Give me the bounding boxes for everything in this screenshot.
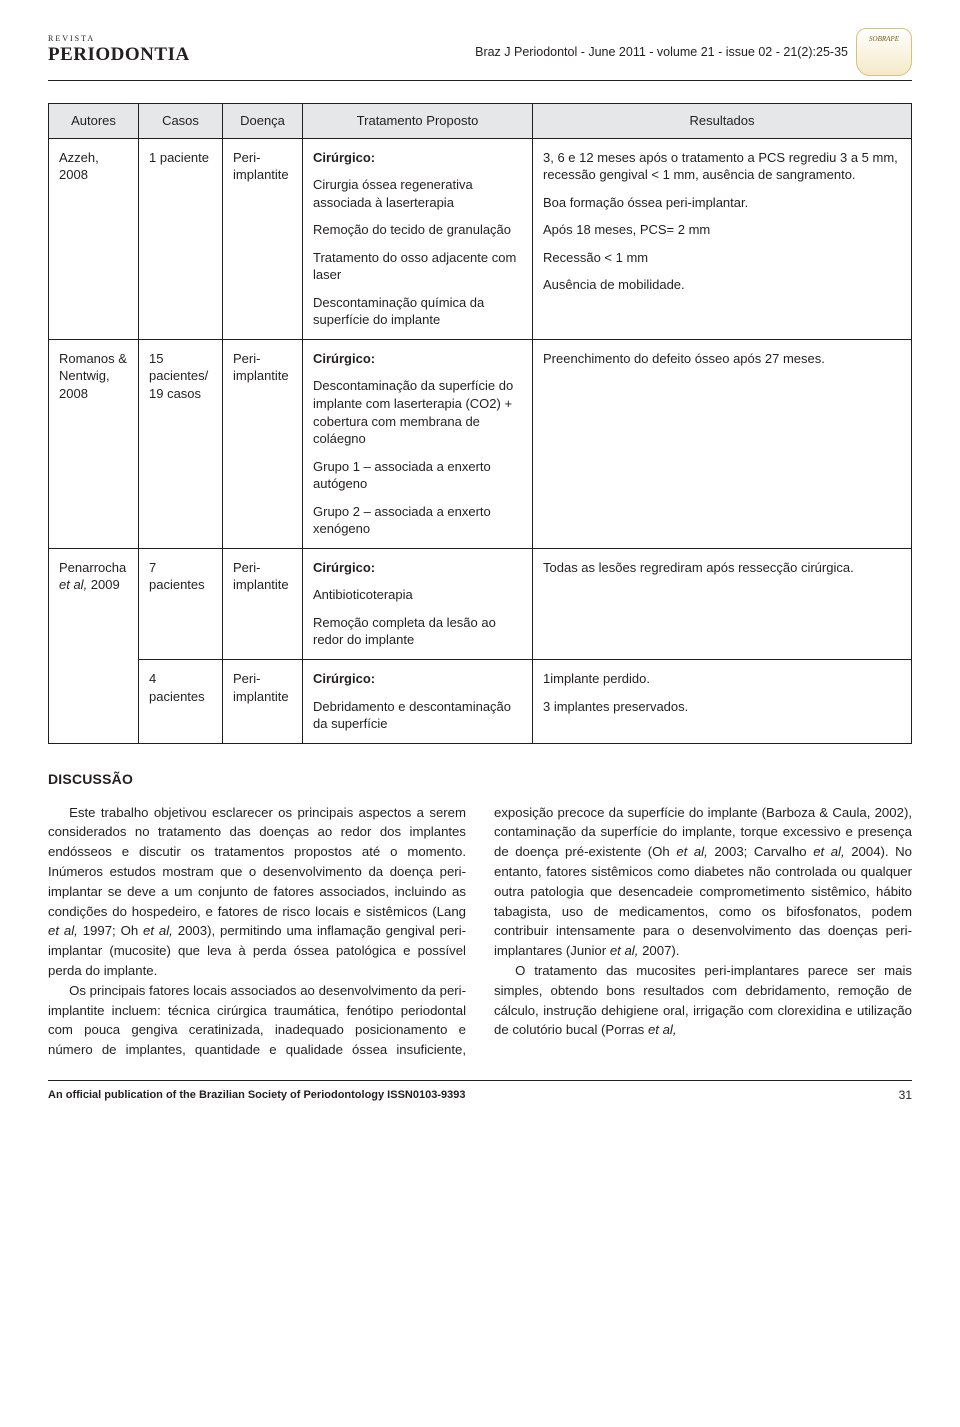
- cell-doenca: Peri-implantite: [223, 548, 303, 659]
- page-footer: An official publication of the Brazilian…: [48, 1080, 912, 1103]
- cell-casos: 15 pacientes/ 19 casos: [139, 339, 223, 548]
- discussion-body: Este trabalho objetivou esclarecer os pr…: [48, 803, 912, 1060]
- cell-tratamento: Cirúrgico:Cirurgia óssea regenerativa as…: [303, 138, 533, 339]
- cell-casos: 1 paciente: [139, 138, 223, 339]
- cell-tratamento: Cirúrgico:Debridamento e descontaminação…: [303, 660, 533, 744]
- sobrape-badge-icon: [856, 28, 912, 76]
- cell-resultados: 3, 6 e 12 meses após o tratamento a PCS …: [533, 138, 912, 339]
- th-autores: Autores: [49, 104, 139, 139]
- table-header-row: Autores Casos Doença Tratamento Proposto…: [49, 104, 912, 139]
- th-doenca: Doença: [223, 104, 303, 139]
- footer-publication-note: An official publication of the Brazilian…: [48, 1088, 465, 1103]
- logo-main-text: PERIODONTIA: [48, 44, 190, 65]
- cell-casos: 4 pacientes: [139, 660, 223, 744]
- cell-tratamento: Cirúrgico:Descontaminação da superfície …: [303, 339, 533, 548]
- cell-resultados: Todas as lesões regrediram após ressecçã…: [533, 548, 912, 659]
- cell-tratamento: Cirúrgico:AntibioticoterapiaRemoção comp…: [303, 548, 533, 659]
- cell-resultados: 1implante perdido.3 implantes preservado…: [533, 660, 912, 744]
- cell-doenca: Peri-implantite: [223, 660, 303, 744]
- logo-small-text: REVISTA: [48, 37, 190, 42]
- th-tratamento: Tratamento Proposto: [303, 104, 533, 139]
- cell-doenca: Peri-implantite: [223, 339, 303, 548]
- journal-logo: REVISTA PERIODONTIA: [48, 37, 190, 67]
- th-casos: Casos: [139, 104, 223, 139]
- header-rule: [48, 80, 912, 81]
- table-row: Romanos & Nentwig, 200815 pacientes/ 19 …: [49, 339, 912, 548]
- cell-autores: Romanos & Nentwig, 2008: [49, 339, 139, 548]
- table-row: Azzeh, 20081 pacientePeri-implantiteCirú…: [49, 138, 912, 339]
- cell-autores: Azzeh, 2008: [49, 138, 139, 339]
- results-table: Autores Casos Doença Tratamento Proposto…: [48, 103, 912, 744]
- cell-resultados: Preenchimento do defeito ósseo após 27 m…: [533, 339, 912, 548]
- table-row: 4 pacientesPeri-implantiteCirúrgico:Debr…: [49, 660, 912, 744]
- cell-autores: Penarrocha et al, 2009: [49, 548, 139, 743]
- citation-text: Braz J Periodontol - June 2011 - volume …: [475, 44, 848, 61]
- page-header: REVISTA PERIODONTIA Braz J Periodontol -…: [48, 28, 912, 76]
- page-number: 31: [899, 1087, 912, 1103]
- th-resultados: Resultados: [533, 104, 912, 139]
- table-row: Penarrocha et al, 20097 pacientesPeri-im…: [49, 548, 912, 659]
- discussion-title: DISCUSSÃO: [48, 770, 912, 789]
- cell-doenca: Peri-implantite: [223, 138, 303, 339]
- cell-casos: 7 pacientes: [139, 548, 223, 659]
